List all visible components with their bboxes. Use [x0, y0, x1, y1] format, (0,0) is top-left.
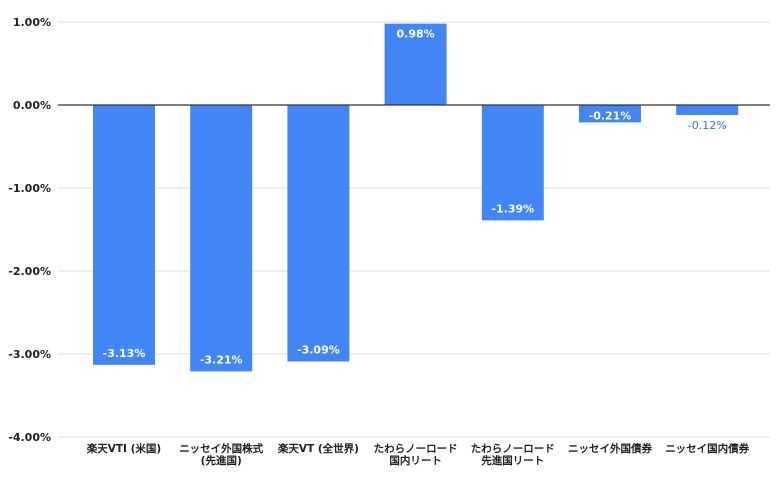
y-axis-ticks: 1.00% 0.00% -1.00% -2.00% -3.00% -4.00% [8, 16, 51, 444]
data-label: -1.39% [491, 202, 534, 215]
data-label: 0.98% [397, 28, 435, 41]
data-label: -0.21% [589, 109, 632, 122]
y-tick-label: -2.00% [8, 265, 51, 278]
x-category-label: たわらノーロード [374, 443, 458, 455]
x-category-label: 先進国リート [481, 454, 544, 467]
grid-lines [58, 21, 770, 438]
bar [384, 23, 447, 105]
x-category-label: ニッセイ外国債券 [568, 442, 652, 455]
x-category-label: (先進国) [201, 454, 242, 467]
x-category-label: ニッセイ外国株式 [179, 442, 263, 455]
x-category-label: 国内リート [389, 454, 442, 467]
bar [190, 105, 253, 372]
y-tick-label: -3.00% [8, 348, 51, 361]
bar [481, 105, 544, 221]
bar [676, 105, 739, 115]
data-labels: -3.13% -3.21% -3.09% 0.98% -1.39% -0.21% -0.12… [103, 28, 727, 367]
data-label: -3.21% [200, 353, 243, 366]
bar [93, 105, 155, 365]
x-category-label: 楽天VT (全世界) [277, 442, 359, 455]
y-tick-label: -4.00% [8, 431, 51, 444]
x-category-label: ニッセイ国内債券 [665, 442, 749, 455]
x-category-label: 楽天VTI (米国) [86, 442, 161, 455]
data-label: -0.12% [688, 119, 727, 132]
bar [579, 105, 641, 123]
x-category-label: たわらノーロード [471, 443, 555, 455]
data-label: -3.13% [103, 347, 146, 360]
data-label: -3.09% [297, 343, 340, 356]
bar [287, 105, 350, 362]
y-tick-label: 0.00% [13, 99, 51, 112]
bars [93, 23, 739, 372]
y-tick-label: -1.00% [8, 182, 51, 195]
y-tick-label: 1.00% [13, 16, 51, 29]
x-axis-categories: 楽天VTI (米国) ニッセイ外国株式(先進国) 楽天VT (全世界) たわらノーロー… [86, 442, 750, 467]
